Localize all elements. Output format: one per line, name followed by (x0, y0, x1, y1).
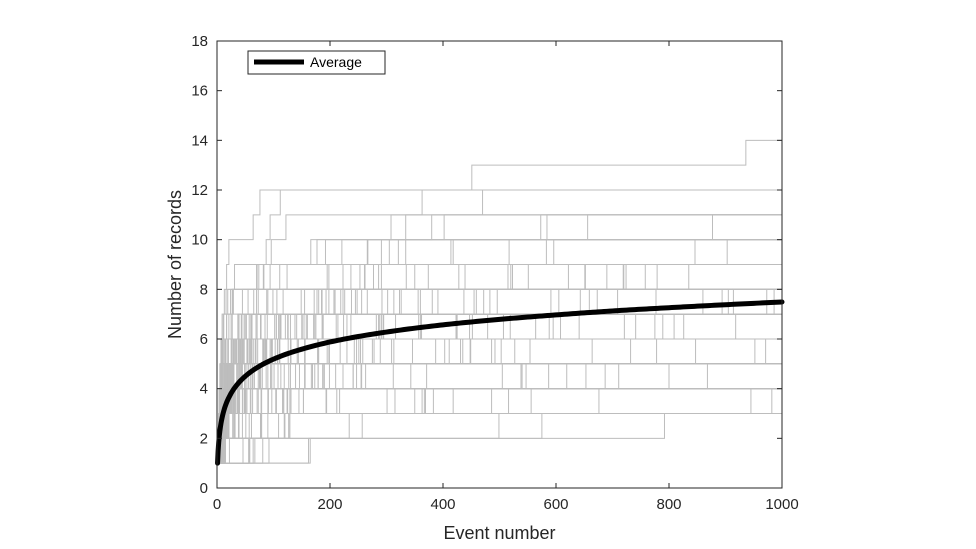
simulation-trace (217, 388, 782, 464)
average-line (215, 299, 785, 466)
y-tick-label: 8 (200, 281, 208, 298)
simulation-trace (217, 388, 782, 464)
x-tick-label: 800 (656, 496, 681, 513)
x-tick-label: 0 (213, 496, 221, 513)
legend: Average (247, 50, 386, 75)
simulation-trace (217, 388, 782, 464)
y-tick-label: 14 (191, 132, 208, 149)
x-tick-label: 400 (430, 496, 455, 513)
y-tick-label: 2 (200, 430, 208, 447)
axes-box (216, 40, 783, 489)
y-tick-label: 12 (191, 182, 208, 199)
y-tick-label: 10 (191, 232, 208, 249)
axis-ticks (216, 40, 783, 489)
y-tick-label: 6 (200, 331, 208, 348)
y-tick-label: 18 (191, 33, 208, 50)
simulation-trace (217, 338, 782, 464)
simulation-trace (217, 338, 782, 464)
simulation-trace (217, 338, 782, 464)
legend-box (247, 50, 386, 75)
legend-label-average: Average (310, 54, 362, 70)
y-tick-label: 4 (200, 381, 208, 398)
axis-tick-labels: 0 200 400 600 800 1000 0 2 4 6 8 10 12 14 16 18 (191, 33, 798, 513)
x-tick-label: 200 (317, 496, 342, 513)
y-tick-label: 16 (191, 83, 208, 100)
simulation-trace (217, 239, 782, 464)
plot-area (215, 40, 785, 489)
y-axis-label: Number of records (165, 190, 185, 339)
simulation-trace (217, 338, 782, 464)
x-tick-label: 600 (543, 496, 568, 513)
x-axis-label: Event number (443, 523, 555, 543)
y-tick-label: 0 (200, 480, 208, 497)
simulation-trace (217, 388, 782, 464)
x-tick-label: 1000 (765, 496, 798, 513)
